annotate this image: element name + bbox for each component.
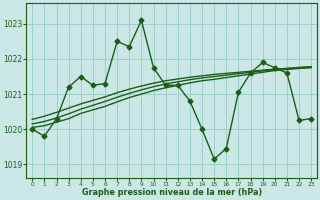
X-axis label: Graphe pression niveau de la mer (hPa): Graphe pression niveau de la mer (hPa) [82,188,262,197]
